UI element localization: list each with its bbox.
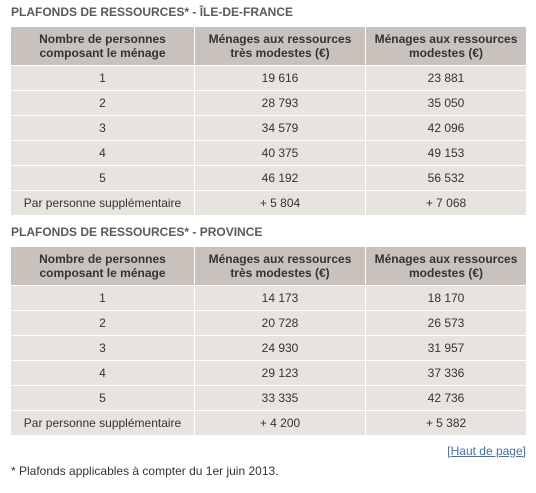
cell: 5 — [11, 386, 195, 411]
cell: 23 881 — [366, 66, 527, 91]
header-line: Nombre de personnes — [39, 32, 166, 46]
cell: 33 335 — [195, 386, 366, 411]
cell: 40 375 — [195, 141, 366, 166]
header-line: très modestes (€) — [230, 46, 330, 60]
top-link[interactable]: [Haut de page] — [447, 444, 526, 458]
cell: + 4 200 — [195, 411, 366, 436]
cell: 1 — [11, 66, 195, 91]
header-line: Ménages aux ressources — [374, 32, 518, 46]
cell: 49 153 — [366, 141, 527, 166]
data-row: 1 14 173 18 170 — [11, 286, 527, 311]
cell: 5 — [11, 166, 195, 191]
cell: Par personne supplémentaire — [11, 411, 195, 436]
header-line: modestes (€) — [408, 46, 484, 60]
cell: 4 — [11, 361, 195, 386]
data-row: 3 34 579 42 096 — [11, 116, 527, 141]
cell: 35 050 — [366, 91, 527, 116]
cell: 24 930 — [195, 336, 366, 361]
data-row: 2 28 793 35 050 — [11, 91, 527, 116]
header-cell: Ménages aux ressources très modestes (€) — [195, 27, 366, 66]
header-line: composant le ménage — [39, 266, 166, 280]
data-row: 4 29 123 37 336 — [11, 361, 527, 386]
cell: 42 096 — [366, 116, 527, 141]
cell: 29 123 — [195, 361, 366, 386]
data-row: 5 33 335 42 736 — [11, 386, 527, 411]
header-cell: Ménages aux ressources modestes (€) — [366, 247, 527, 286]
header-line: très modestes (€) — [230, 266, 330, 280]
cell: 1 — [11, 286, 195, 311]
cell: 37 336 — [366, 361, 527, 386]
cell: 46 192 — [195, 166, 366, 191]
data-row: Par personne supplémentaire + 5 804 + 7 06… — [11, 191, 527, 216]
cell: 3 — [11, 116, 195, 141]
section-title: PLAFONDS DE RESSOURCES* - ÎLE-DE-FRANCE — [11, 5, 294, 19]
cell: 42 736 — [366, 386, 527, 411]
header-line: modestes (€) — [408, 266, 484, 280]
footnote: * Plafonds applicables à compter du 1er … — [11, 464, 279, 478]
data-row: 3 24 930 31 957 — [11, 336, 527, 361]
header-line: Nombre de personnes — [39, 252, 166, 266]
cell: + 5 804 — [195, 191, 366, 216]
cell: 34 579 — [195, 116, 366, 141]
data-row: 2 20 728 26 573 — [11, 311, 527, 336]
cell: 31 957 — [366, 336, 527, 361]
header-line: Ménages aux ressources — [208, 252, 352, 266]
cell: 2 — [11, 91, 195, 116]
data-table: Nombre de personnes composant le ménage Mé… — [11, 247, 527, 436]
header-line: Ménages aux ressources — [374, 252, 518, 266]
header-line: Ménages aux ressources — [208, 32, 352, 46]
cell: 4 — [11, 141, 195, 166]
data-row: Par personne supplémentaire + 4 200 + 5 38… — [11, 411, 527, 436]
header-cell: Nombre de personnes composant le ménage — [11, 27, 195, 66]
cell: 20 728 — [195, 311, 366, 336]
cell: + 7 068 — [366, 191, 527, 216]
data-row: 1 19 616 23 881 — [11, 66, 527, 91]
header-cell: Ménages aux ressources modestes (€) — [366, 27, 527, 66]
header-line: composant le ménage — [39, 46, 166, 60]
cell: 19 616 — [195, 66, 366, 91]
data-row: 4 40 375 49 153 — [11, 141, 527, 166]
section-title: PLAFONDS DE RESSOURCES* - PROVINCE — [11, 225, 263, 239]
header-row: Nombre de personnes composant le ménage Mé… — [11, 27, 527, 66]
header-cell: Nombre de personnes composant le ménage — [11, 247, 195, 286]
cell: 2 — [11, 311, 195, 336]
cell: 3 — [11, 336, 195, 361]
cell: 26 573 — [366, 311, 527, 336]
cell: + 5 382 — [366, 411, 527, 436]
cell: Par personne supplémentaire — [11, 191, 195, 216]
data-table: Nombre de personnes composant le ménage Mé… — [11, 27, 527, 216]
header-cell: Ménages aux ressources très modestes (€) — [195, 247, 366, 286]
header-row: Nombre de personnes composant le ménage Mé… — [11, 247, 527, 286]
cell: 14 173 — [195, 286, 366, 311]
cell: 18 170 — [366, 286, 527, 311]
data-row: 5 46 192 56 532 — [11, 166, 527, 191]
cell: 28 793 — [195, 91, 366, 116]
cell: 56 532 — [366, 166, 527, 191]
